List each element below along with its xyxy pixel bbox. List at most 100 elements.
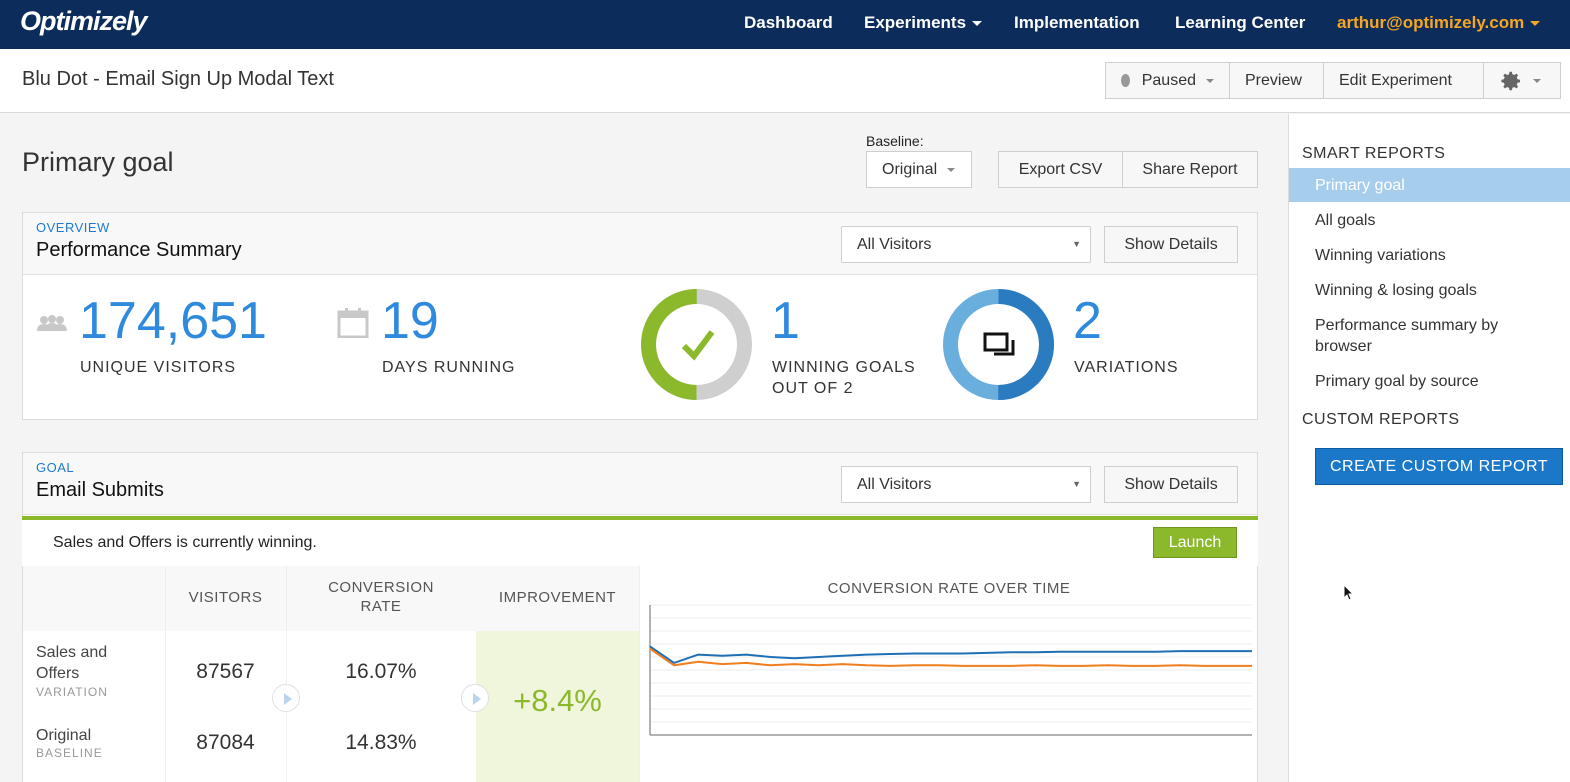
sidebar-item-performance-by-browser[interactable]: Performance summary by browser xyxy=(1289,315,1570,357)
winning-goals-ring xyxy=(641,289,752,400)
user-email: arthur@optimizely.com xyxy=(1337,13,1525,32)
col-conversion-over-time: CONVERSION RATE OVER TIME xyxy=(827,580,1071,597)
experiment-actions: Paused Preview Edit Experiment xyxy=(1105,62,1561,99)
nav-dashboard[interactable]: Dashboard xyxy=(744,13,833,32)
smart-reports-title: SMART REPORTS xyxy=(1302,145,1446,162)
audience-value: All Visitors xyxy=(857,475,932,493)
panel-kicker: OVERVIEW xyxy=(36,220,110,235)
winning-goals-label-line2: OUT OF 2 xyxy=(772,380,854,397)
row-name-variation: Sales and Offers xyxy=(36,642,107,684)
sidebar-item-primary-goal[interactable]: Primary goal xyxy=(1289,168,1570,202)
col-conversion-rate: CONVERSION RATE xyxy=(286,578,476,616)
baseline-label: Baseline: xyxy=(866,133,924,149)
report-content: Primary goal Baseline: Original Export C… xyxy=(0,114,1288,782)
show-details-button[interactable]: Show Details xyxy=(1104,226,1238,263)
nav-implementation[interactable]: Implementation xyxy=(1014,13,1140,32)
page-title: Primary goal xyxy=(22,147,174,177)
row-name-line1: Sales and xyxy=(36,644,108,661)
winner-message: Sales and Offers is currently winning. xyxy=(53,534,317,551)
users-icon xyxy=(37,315,67,331)
winning-goals-label-line1: WINNING GOALS xyxy=(772,359,916,376)
play-icon[interactable] xyxy=(272,684,300,712)
preview-button[interactable]: Preview xyxy=(1230,63,1324,98)
chevron-down-icon xyxy=(1533,78,1541,83)
experiment-title: Blu Dot - Email Sign Up Modal Text xyxy=(22,68,334,90)
col-improvement: IMPROVEMENT xyxy=(498,589,617,606)
settings-dropdown[interactable] xyxy=(1484,63,1560,98)
chevron-down-icon xyxy=(1530,21,1541,27)
col-visitors: VISITORS xyxy=(188,589,263,606)
custom-reports-title: CUSTOM REPORTS xyxy=(1302,411,1460,428)
audience-select[interactable]: All Visitors ▼ xyxy=(841,466,1091,503)
sidebar-item-winning-losing-goals[interactable]: Winning & losing goals xyxy=(1315,282,1477,299)
mouse-cursor-icon xyxy=(1343,584,1355,601)
variations-ring xyxy=(943,289,1054,400)
days-running-value: 19 xyxy=(381,292,439,350)
user-menu[interactable]: arthur@optimizely.com xyxy=(1337,13,1541,33)
baseline-select[interactable]: Original xyxy=(866,151,972,188)
variations-value: 2 xyxy=(1073,292,1102,350)
export-csv-button[interactable]: Export CSV xyxy=(998,151,1123,188)
col-conversion-line2: RATE xyxy=(360,598,402,615)
column-divider xyxy=(639,566,640,782)
sidebar-item-primary-goal-by-source[interactable]: Primary goal by source xyxy=(1315,373,1479,390)
experiment-header: Blu Dot - Email Sign Up Modal Text Pause… xyxy=(0,49,1570,113)
performance-summary-panel: OVERVIEW Performance Summary All Visitor… xyxy=(22,212,1258,420)
share-report-button[interactable]: Share Report xyxy=(1122,151,1258,188)
create-custom-report-button[interactable]: CREATE CUSTOM REPORT xyxy=(1315,448,1563,485)
winning-goals-arc xyxy=(641,289,752,400)
row-type-variation: VARIATION xyxy=(36,685,108,699)
series-line-variation xyxy=(649,645,1252,665)
optimizely-logo[interactable]: Optimizely xyxy=(20,6,148,36)
status-label: Paused xyxy=(1141,71,1196,89)
nav-learning-center[interactable]: Learning Center xyxy=(1175,13,1306,32)
improvement-cell: +8.4% xyxy=(476,631,639,782)
panel-header: OVERVIEW Performance Summary All Visitor… xyxy=(23,213,1257,275)
chevron-down-icon xyxy=(1206,78,1214,83)
col-conversion-line1: CONVERSION xyxy=(328,579,434,596)
unique-visitors-value: 174,651 xyxy=(79,292,267,350)
chevron-down-icon: ▼ xyxy=(1072,479,1081,489)
sidebar-item-all-goals[interactable]: All goals xyxy=(1315,212,1376,229)
chevron-down-icon xyxy=(972,21,983,27)
winning-goals-label: WINNING GOALS OUT OF 2 xyxy=(772,357,916,399)
table-header xyxy=(23,566,639,631)
panel-title: Performance Summary xyxy=(36,239,242,261)
nav-experiments[interactable]: Experiments xyxy=(864,13,983,33)
sidebar-item-label: browser xyxy=(1315,338,1372,355)
gear-icon xyxy=(1501,71,1520,90)
baseline-value: Original xyxy=(882,160,938,178)
conversion-rate-chart xyxy=(649,604,1252,736)
row-name-line2: Offers xyxy=(36,665,80,682)
sidebar-item-label: Performance summary by xyxy=(1315,317,1499,334)
winning-goals-value: 1 xyxy=(771,292,800,350)
chevron-down-icon: ▼ xyxy=(1072,239,1081,249)
unique-visitors-label: UNIQUE VISITORS xyxy=(80,359,237,376)
chevron-down-icon xyxy=(947,167,956,172)
checkmark-icon xyxy=(681,330,715,361)
row-type-baseline: BASELINE xyxy=(36,746,103,760)
sidebar-item-winning-variations[interactable]: Winning variations xyxy=(1315,247,1446,264)
variations-label: VARIATIONS xyxy=(1074,359,1179,376)
column-divider xyxy=(286,566,287,782)
rate-original: 14.83% xyxy=(345,731,417,754)
status-dot-icon xyxy=(1121,74,1130,87)
winner-banner: Sales and Offers is currently winning. L… xyxy=(22,520,1258,566)
show-details-button[interactable]: Show Details xyxy=(1104,466,1238,503)
edit-experiment-button[interactable]: Edit Experiment xyxy=(1324,63,1484,98)
top-navigation: Optimizely Dashboard Experiments Impleme… xyxy=(0,0,1570,49)
variations-icon xyxy=(983,332,1015,356)
goal-title: Email Submits xyxy=(36,479,164,501)
status-dropdown[interactable]: Paused xyxy=(1106,63,1230,98)
audience-value: All Visitors xyxy=(857,235,932,253)
audience-select[interactable]: All Visitors ▼ xyxy=(841,226,1091,263)
play-icon[interactable] xyxy=(461,684,489,712)
panel-kicker: GOAL xyxy=(36,460,75,475)
days-running-label: DAYS RUNNING xyxy=(382,359,516,376)
launch-button[interactable]: Launch xyxy=(1153,527,1237,558)
reports-sidebar: SMART REPORTS Primary goal All goals Win… xyxy=(1288,114,1570,782)
improvement-value: +8.4% xyxy=(513,683,602,718)
panel-header: GOAL Email Submits All Visitors ▼ Show De… xyxy=(23,453,1257,515)
winner-bar xyxy=(22,516,1258,520)
visitors-original: 87084 xyxy=(196,731,255,754)
